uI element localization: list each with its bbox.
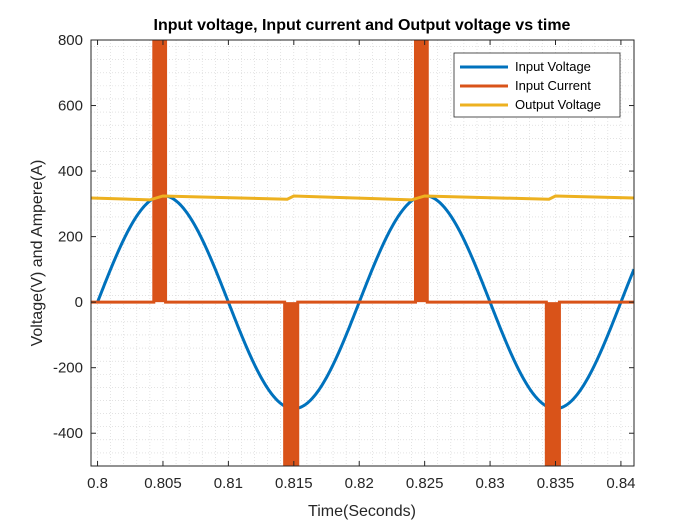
current-pulse (284, 302, 298, 466)
x-tick-label: 0.8 (87, 475, 108, 492)
tick-marks (91, 39, 634, 466)
x-axis-label: Time(Seconds) (308, 503, 416, 520)
x-tick-label: 0.815 (275, 475, 313, 492)
y-tick-label: 0 (75, 294, 83, 311)
legend-label-output-voltage: Output Voltage (515, 97, 601, 112)
current-pulse (415, 40, 428, 303)
x-tick-labels: 0.8 0.805 0.81 0.815 0.82 0.825 0.83 0.835 0.84 (87, 475, 635, 492)
series-line-input-current (91, 40, 634, 466)
chart-title: Input voltage, Input current and Output … (154, 17, 571, 34)
y-tick-label: -200 (53, 360, 83, 377)
x-tick-label: 0.805 (144, 475, 182, 492)
y-tick-label: -400 (53, 425, 83, 442)
legend: Input Voltage Input Current Output Volta… (453, 52, 621, 118)
current-pulse (153, 40, 166, 303)
y-axis-label: Voltage(V) and Ampere(A) (29, 160, 46, 347)
y-tick-label: 400 (58, 163, 83, 180)
legend-label-input-voltage: Input Voltage (515, 59, 591, 74)
y-tick-label: 600 (58, 98, 83, 115)
x-tick-label: 0.81 (214, 475, 243, 492)
x-tick-label: 0.83 (475, 475, 504, 492)
current-pulse (546, 302, 560, 466)
series-line-input-voltage (96, 194, 634, 411)
legend-label-input-current: Input Current (515, 78, 591, 93)
series-layer (91, 40, 634, 466)
series-line-output-voltage (91, 194, 634, 202)
y-tick-label: 200 (58, 229, 83, 246)
x-tick-label: 0.825 (406, 475, 444, 492)
x-tick-label: 0.82 (345, 475, 374, 492)
y-tick-labels: -400 -200 0 200 400 600 800 (53, 32, 83, 442)
plot-frame (90, 39, 635, 467)
x-tick-label: 0.84 (606, 475, 635, 492)
x-tick-label: 0.835 (537, 475, 575, 492)
y-tick-label: 800 (58, 32, 83, 49)
